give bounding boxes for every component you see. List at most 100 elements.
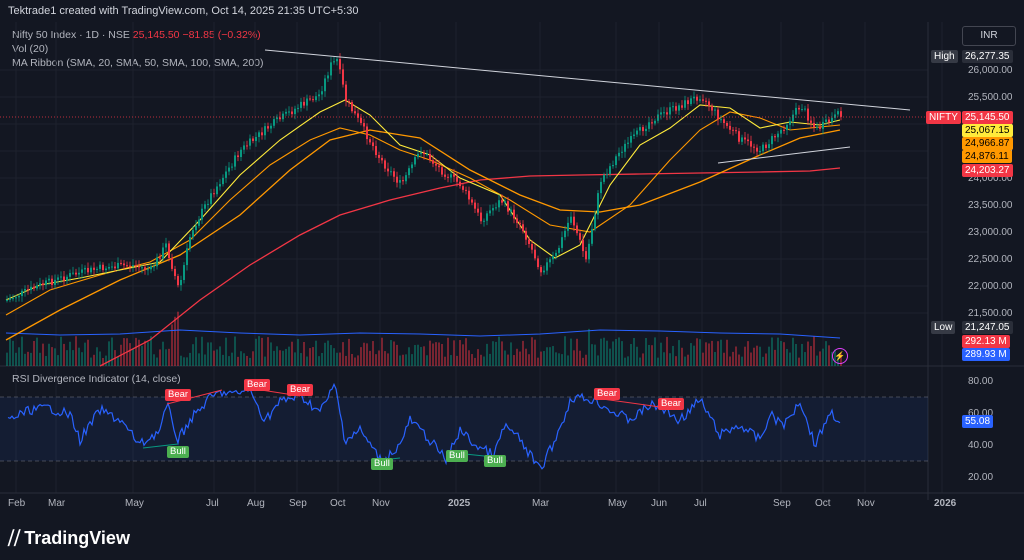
volume-bar xyxy=(639,357,641,366)
candle-body xyxy=(828,119,830,123)
volume-bar xyxy=(744,346,746,366)
volume-bar xyxy=(45,356,47,366)
price-tick: 23,000.00 xyxy=(968,227,1013,238)
volume-bar xyxy=(675,356,677,366)
price-tick: 22,500.00 xyxy=(968,254,1013,265)
volume-bar xyxy=(315,340,317,366)
volume-bar xyxy=(117,356,119,366)
volume-legend[interactable]: Vol (20) xyxy=(12,43,49,55)
volume-value-tag: 289.93 M xyxy=(962,348,1010,361)
volume-bar xyxy=(390,340,392,366)
volume-bar xyxy=(786,348,788,366)
volume-bar xyxy=(210,342,212,366)
volume-bar xyxy=(54,348,56,366)
volume-bar xyxy=(531,337,533,366)
volume-bar xyxy=(27,351,29,366)
volume-bar xyxy=(228,356,230,366)
rsi-line xyxy=(7,382,841,470)
candle-body xyxy=(144,267,146,270)
top-bar: Tektrade1 created with TradingView.com, … xyxy=(0,0,1024,22)
volume-bar xyxy=(192,344,194,366)
candle-body xyxy=(573,216,575,226)
candle-body xyxy=(744,137,746,140)
candle-body xyxy=(282,113,284,120)
volume-bar xyxy=(99,351,101,366)
candle-body xyxy=(57,277,59,280)
candle-body xyxy=(825,119,827,122)
tradingview-logo[interactable]: ⧸⧸ TradingView xyxy=(8,528,130,549)
candle-body xyxy=(360,117,362,124)
volume-bar xyxy=(366,343,368,366)
candle-body xyxy=(39,283,41,286)
candle-body xyxy=(285,111,287,114)
candle-body xyxy=(780,129,782,134)
time-tick: May xyxy=(125,498,144,509)
candle-body xyxy=(234,155,236,167)
candle-body xyxy=(378,154,380,158)
candle-body xyxy=(606,173,608,175)
volume-bar xyxy=(30,352,32,366)
candle-body xyxy=(33,286,35,289)
volume-bar xyxy=(276,346,278,366)
volume-bar xyxy=(240,351,242,366)
candle-body xyxy=(444,174,446,177)
candle-body xyxy=(450,174,452,178)
volume-bar xyxy=(687,354,689,366)
volume-bar xyxy=(759,346,761,366)
candle-body xyxy=(123,263,125,266)
volume-bar xyxy=(156,357,158,366)
volume-bar xyxy=(492,341,494,366)
rsi-tick: 40.00 xyxy=(968,440,993,451)
volume-bar xyxy=(807,341,809,366)
volume-bar xyxy=(195,337,197,366)
volume-bar xyxy=(90,357,92,366)
candle-body xyxy=(141,267,143,269)
chart-legend[interactable]: Nifty 50 Index · 1D · NSE 25,145.50 −81.… xyxy=(12,28,264,70)
volume-bar xyxy=(768,346,770,366)
bear-signal-label: Bear xyxy=(594,388,621,400)
candle-body xyxy=(441,167,443,175)
rsi-legend[interactable]: RSI Divergence Indicator (14, close) xyxy=(12,373,181,385)
low-value: 21,247.05 xyxy=(962,321,1013,334)
currency-button[interactable]: INR xyxy=(962,26,1016,46)
candle-body xyxy=(597,193,599,215)
price-tick: 22,000.00 xyxy=(968,281,1013,292)
candle-body xyxy=(714,109,716,111)
volume-bar xyxy=(828,345,830,366)
bear-signal-label: Bear xyxy=(658,398,685,410)
volume-bar xyxy=(108,341,110,366)
candle-body xyxy=(402,180,404,182)
time-tick: Sep xyxy=(773,498,791,509)
time-tick: Sep xyxy=(289,498,307,509)
symbol-legend[interactable]: Nifty 50 Index · 1D · NSE 25,145.50 −81.… xyxy=(12,28,264,42)
volume-bar xyxy=(144,340,146,366)
candle-body xyxy=(405,175,407,182)
volume-bar xyxy=(510,342,512,366)
candle-body xyxy=(534,249,536,259)
volume-bar xyxy=(294,352,296,366)
flash-icon[interactable]: ⚡ xyxy=(832,348,848,364)
candle-body xyxy=(270,125,272,129)
candle-body xyxy=(381,157,383,161)
candle-body xyxy=(81,269,83,273)
candle-body xyxy=(111,266,113,268)
candle-body xyxy=(216,186,218,195)
candle-body xyxy=(618,152,620,157)
time-tick: 2026 xyxy=(934,498,957,509)
volume-bar xyxy=(225,337,227,366)
price-tick: 25,500.00 xyxy=(968,92,1013,103)
candle-body xyxy=(801,109,803,111)
volume-bar xyxy=(72,350,74,366)
candle-body xyxy=(660,112,662,115)
candle-body xyxy=(237,155,239,158)
volume-bar xyxy=(489,353,491,366)
candle-body xyxy=(384,160,386,169)
volume-bar xyxy=(405,354,407,366)
volume-histogram xyxy=(6,311,842,366)
volume-bar xyxy=(540,351,542,366)
volume-bar xyxy=(18,347,20,366)
ma-ribbon-legend[interactable]: MA Ribbon (SMA, 20, SMA, 50, SMA, 100, S… xyxy=(12,57,264,69)
volume-bar xyxy=(801,343,803,366)
candle-body xyxy=(510,209,512,212)
